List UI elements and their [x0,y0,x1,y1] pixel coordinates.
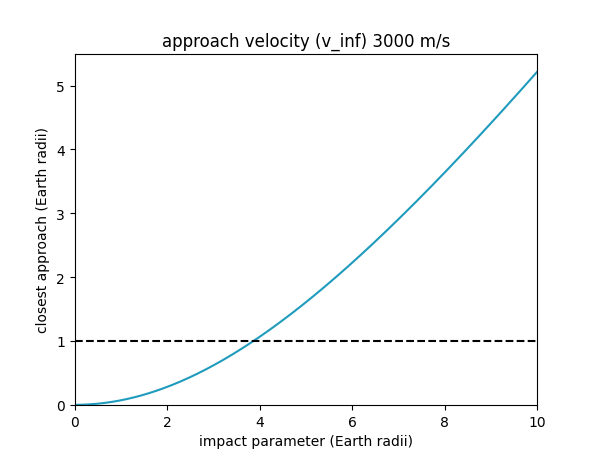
Y-axis label: closest approach (Earth radii): closest approach (Earth radii) [36,127,51,333]
X-axis label: impact parameter (Earth radii): impact parameter (Earth radii) [199,434,413,448]
Title: approach velocity (v_inf) 3000 m/s: approach velocity (v_inf) 3000 m/s [162,32,450,51]
